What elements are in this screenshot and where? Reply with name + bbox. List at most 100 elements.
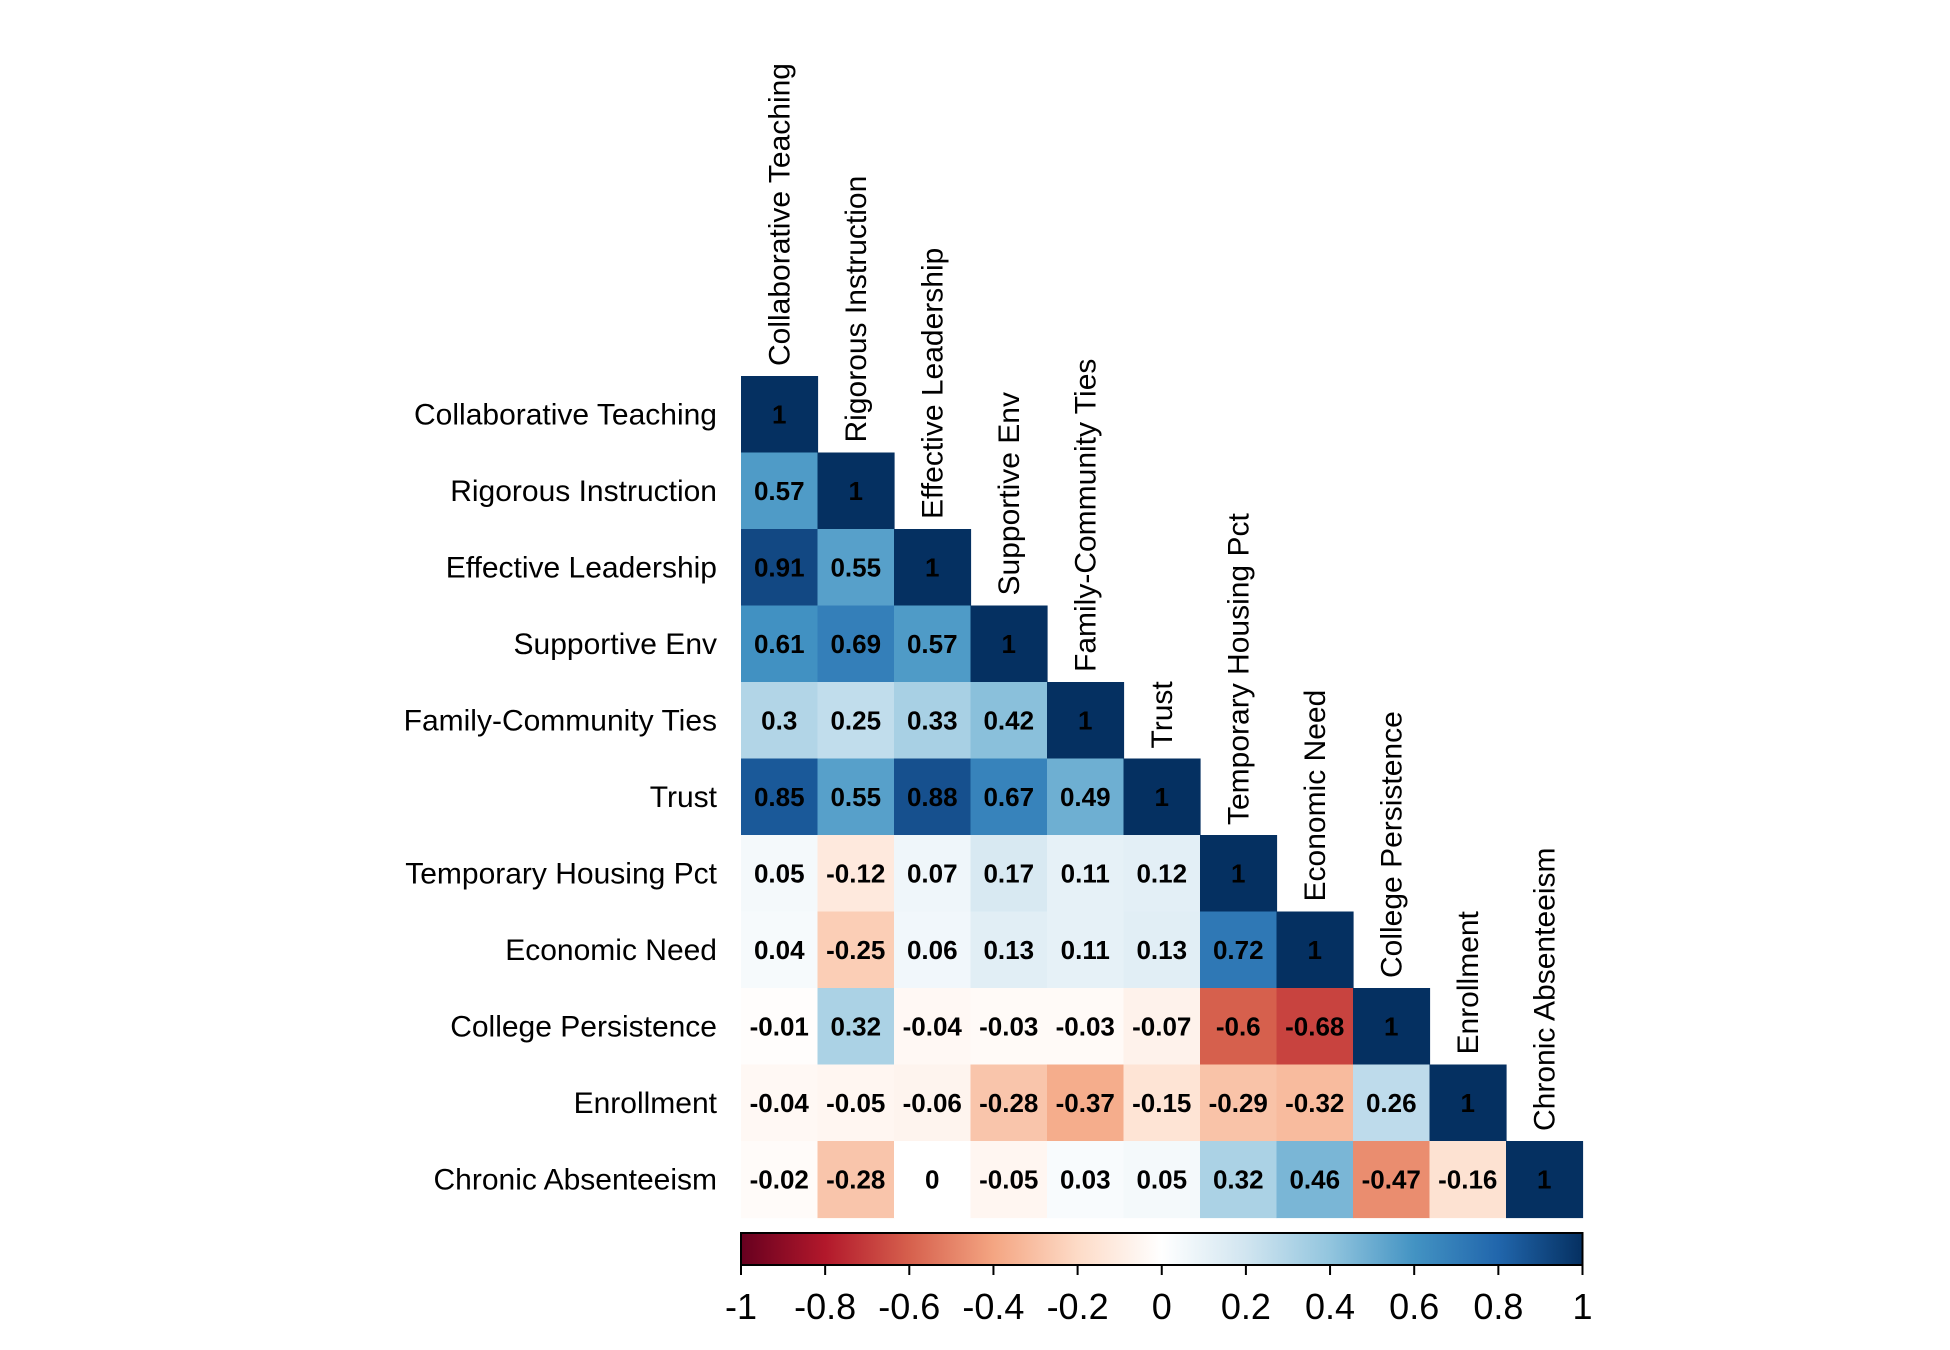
heatmap-cell-chronic-absenteeism-x-family-community-ties	[1047, 1141, 1125, 1219]
column-label-supportive-env: Supportive Env	[993, 392, 1026, 595]
column-label-collaborative-teaching: Collaborative Teaching	[763, 63, 796, 366]
cell-value-label: -0.25	[826, 935, 885, 965]
row-label-collaborative-teaching: Collaborative Teaching	[414, 398, 717, 431]
heatmap-cell-temporary-housing-pct-x-supportive-env	[970, 835, 1048, 913]
row-label-supportive-env: Supportive Env	[514, 628, 717, 661]
heatmap-cell-enrollment-x-temporary-housing-pct	[1200, 1064, 1278, 1142]
cell-value-label: -0.03	[979, 1011, 1038, 1041]
cell-value-label: 0.55	[830, 782, 881, 812]
column-label-rigorous-instruction: Rigorous Instruction	[840, 176, 873, 443]
cell-value-label: 1	[1461, 1088, 1475, 1118]
cell-value-label: 0.61	[754, 629, 805, 659]
heatmap-cell-temporary-housing-pct-x-temporary-housing-pct	[1200, 835, 1278, 913]
cell-value-label: 0.05	[754, 858, 805, 888]
cell-value-label: 0.49	[1060, 782, 1111, 812]
cell-value-label: -0.05	[979, 1164, 1038, 1194]
cell-value-label: 0.33	[907, 705, 958, 735]
heatmap-cell-economic-need-x-family-community-ties	[1047, 911, 1125, 989]
cell-value-label: 0.25	[830, 705, 881, 735]
cell-value-label: 0.04	[754, 935, 805, 965]
heatmap-cell-college-persistence-x-rigorous-instruction	[817, 988, 895, 1066]
column-label-temporary-housing-pct: Temporary Housing Pct	[1222, 513, 1255, 825]
heatmap-cell-college-persistence-x-college-persistence	[1353, 988, 1431, 1066]
heatmap-cell-temporary-housing-pct-x-rigorous-instruction	[817, 835, 895, 913]
cell-value-label: 0.07	[907, 858, 958, 888]
heatmap-cell-college-persistence-x-economic-need	[1276, 988, 1354, 1066]
row-label-college-persistence: College Persistence	[450, 1010, 717, 1043]
cell-value-label: 0.32	[830, 1011, 881, 1041]
heatmap-cell-chronic-absenteeism-x-economic-need	[1276, 1141, 1354, 1219]
colorbar-tick-label: -0.2	[1047, 1286, 1109, 1327]
cell-value-label: 0.17	[983, 858, 1034, 888]
cell-value-label: 1	[1002, 629, 1016, 659]
cell-value-label: 0.11	[1061, 935, 1110, 965]
heatmap-cell-economic-need-x-effective-leadership	[894, 911, 972, 989]
heatmap-cell-temporary-housing-pct-x-trust	[1123, 835, 1201, 913]
heatmap-cell-chronic-absenteeism-x-college-persistence	[1353, 1141, 1431, 1219]
colorbar-tick-label: -0.4	[962, 1286, 1024, 1327]
colorbar-tick-label: -0.6	[878, 1286, 940, 1327]
heatmap-cell-enrollment-x-effective-leadership	[894, 1064, 972, 1142]
row-label-chronic-absenteeism: Chronic Absenteeism	[434, 1163, 717, 1196]
column-label-effective-leadership: Effective Leadership	[916, 248, 949, 519]
colorbar-tick-label: 0	[1152, 1286, 1172, 1327]
heatmap-cell-family-community-ties-x-rigorous-instruction	[817, 682, 895, 760]
heatmap-cell-effective-leadership-x-collaborative-teaching	[741, 529, 819, 607]
heatmap-cell-rigorous-instruction-x-collaborative-teaching	[741, 452, 819, 530]
row-label-family-community-ties: Family-Community Ties	[404, 704, 717, 737]
heatmap-cell-collaborative-teaching-x-collaborative-teaching	[741, 376, 819, 454]
column-label-college-persistence: College Persistence	[1375, 711, 1408, 978]
heatmap-cell-economic-need-x-temporary-housing-pct	[1200, 911, 1278, 989]
cell-value-label: 0	[925, 1164, 939, 1194]
cell-value-label: 0.69	[830, 629, 881, 659]
heatmap-cell-enrollment-x-college-persistence	[1353, 1064, 1431, 1142]
column-label-chronic-absenteeism: Chronic Absenteeism	[1528, 848, 1561, 1131]
heatmap-cell-family-community-ties-x-family-community-ties	[1047, 682, 1125, 760]
heatmap-cell-rigorous-instruction-x-rigorous-instruction	[817, 452, 895, 530]
colorbar: -1 -0.8 -0.6 -0.4 -0.2 0 0.2 0.4 0.6 0.8 1	[725, 1232, 1593, 1327]
cell-value-label: 0.13	[983, 935, 1034, 965]
column-label-enrollment: Enrollment	[1452, 910, 1485, 1054]
cell-value-label: 1	[1384, 1011, 1398, 1041]
cell-value-label: 0.55	[830, 552, 881, 582]
heatmap-cell-chronic-absenteeism-x-collaborative-teaching	[741, 1141, 819, 1219]
heatmap-cell-effective-leadership-x-effective-leadership	[894, 529, 972, 607]
cell-value-label: 1	[1308, 935, 1322, 965]
row-label-effective-leadership: Effective Leadership	[446, 551, 717, 584]
heatmap-cell-college-persistence-x-trust	[1123, 988, 1201, 1066]
heatmap-cell-chronic-absenteeism-x-chronic-absenteeism	[1506, 1141, 1584, 1219]
heatmap-cell-enrollment-x-family-community-ties	[1047, 1064, 1125, 1142]
heatmap-cell-college-persistence-x-family-community-ties	[1047, 988, 1125, 1066]
cell-value-label: 0.12	[1136, 858, 1187, 888]
heatmap-cell-trust-x-trust	[1123, 758, 1201, 836]
cell-value-label: 0.72	[1213, 935, 1264, 965]
heatmap-cell-enrollment-x-enrollment	[1429, 1064, 1507, 1142]
cell-value-label: 1	[849, 476, 863, 506]
heatmap-cell-family-community-ties-x-collaborative-teaching	[741, 682, 819, 760]
heatmap-cell-economic-need-x-collaborative-teaching	[741, 911, 819, 989]
row-label-temporary-housing-pct: Temporary Housing Pct	[405, 857, 717, 890]
heatmap-cell-family-community-ties-x-supportive-env	[970, 682, 1048, 760]
heatmap-cell-trust-x-collaborative-teaching	[741, 758, 819, 836]
cell-value-label: -0.12	[826, 858, 885, 888]
cell-value-label: 0.46	[1289, 1164, 1340, 1194]
colorbar-tick-label: -0.8	[794, 1286, 856, 1327]
cell-value-label: 1	[1078, 705, 1092, 735]
cell-value-label: 0.3	[761, 705, 797, 735]
heatmap-cell-trust-x-effective-leadership	[894, 758, 972, 836]
cell-value-label: -0.04	[750, 1088, 810, 1118]
heatmap-cell-economic-need-x-economic-need	[1276, 911, 1354, 989]
cell-value-label: 1	[772, 399, 786, 429]
colorbar-tick-label: 0.2	[1221, 1286, 1271, 1327]
column-label-economic-need: Economic Need	[1299, 690, 1332, 902]
cell-value-label: -0.03	[1056, 1011, 1115, 1041]
heatmap-cell-enrollment-x-economic-need	[1276, 1064, 1354, 1142]
cell-value-labels: 1 0.57 1 0.91 0.55 1 0.61 0.69 0.57 1 0.3 0.25 0.33 0…	[750, 399, 1552, 1194]
heatmap-cells	[741, 376, 1584, 1219]
heatmap-cell-family-community-ties-x-effective-leadership	[894, 682, 972, 760]
cell-value-label: -0.68	[1285, 1011, 1344, 1041]
heatmap-cell-enrollment-x-trust	[1123, 1064, 1201, 1142]
cell-value-label: 0.91	[754, 552, 805, 582]
heatmap-cell-enrollment-x-rigorous-instruction	[817, 1064, 895, 1142]
